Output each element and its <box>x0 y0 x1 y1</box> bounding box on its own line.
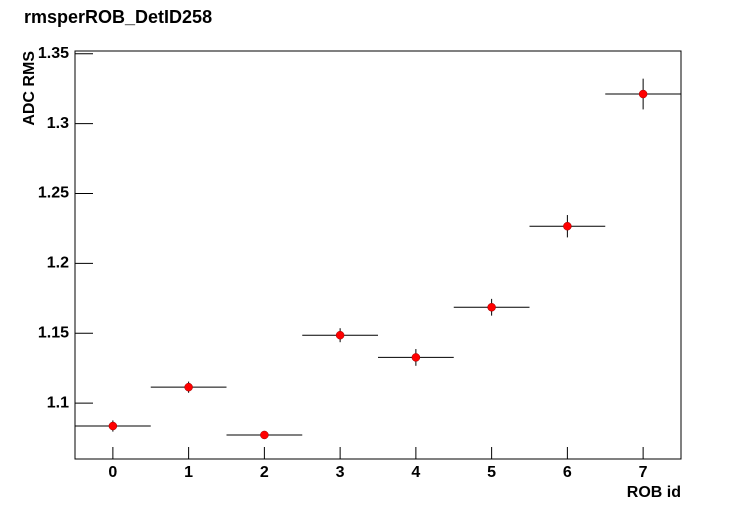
x-tick-label: 7 <box>639 464 648 481</box>
data-point <box>411 353 421 362</box>
data-point <box>563 221 572 231</box>
x-tick-label: 2 <box>260 464 269 481</box>
y-tick-label: 1.3 <box>47 115 69 132</box>
y-axis-label: ADC RMS <box>21 51 38 126</box>
data-point <box>108 421 118 431</box>
data-point <box>184 382 193 392</box>
x-tick-label: 0 <box>108 464 117 481</box>
x-tick-label: 6 <box>563 464 572 481</box>
y-tick-label: 1.1 <box>47 394 69 411</box>
data-point <box>335 330 345 340</box>
data-point <box>487 303 496 312</box>
x-tick-label: 5 <box>487 464 496 481</box>
x-tick-label: 1 <box>184 464 193 481</box>
x-tick-label: 4 <box>411 464 420 481</box>
data-point <box>260 430 269 440</box>
x-axis-label: ROB id <box>627 484 681 501</box>
plot-frame <box>74 50 682 460</box>
chart-title: rmsperROB_DetID258 <box>24 7 212 27</box>
y-tick-label: 1.15 <box>38 324 69 341</box>
y-tick-label: 1.35 <box>38 45 69 62</box>
x-tick-label: 3 <box>336 464 345 481</box>
data-point <box>638 89 648 99</box>
y-tick-label: 1.25 <box>38 185 69 202</box>
y-tick-label: 1.2 <box>47 255 69 272</box>
